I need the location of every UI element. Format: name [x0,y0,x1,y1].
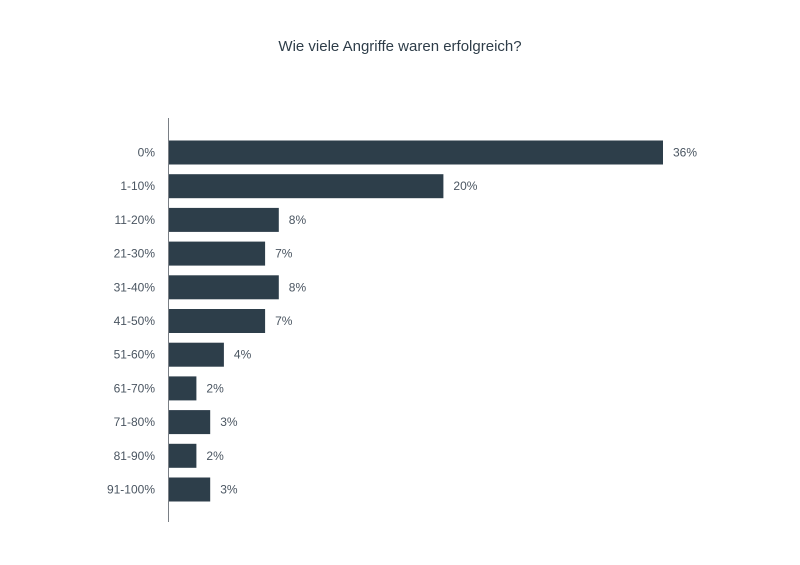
bar [169,309,266,333]
bar [169,376,197,401]
category-label: 91-100% [107,483,155,497]
category-label: 51-60% [114,348,156,362]
value-label: 4% [234,348,252,362]
category-label: 0% [138,146,156,160]
category-label: 81-90% [114,449,156,463]
value-label: 20% [453,179,477,193]
bar [169,275,279,300]
value-label: 3% [220,483,238,497]
value-label: 8% [289,213,307,227]
category-label: 41-50% [114,314,156,328]
bar [169,477,211,502]
bars-group: 0% 36% 1-10% 20% 11-20% 8% 21-30% 7% 31-40% 8% 41-… [107,140,697,502]
value-label: 7% [275,247,293,261]
bar [169,207,279,232]
value-label: 7% [275,314,293,328]
category-label: 21-30% [114,247,156,261]
category-label: 1-10% [120,179,155,193]
chart-title: Wie viele Angriffe waren erfolgreich? [278,38,521,55]
bar [169,140,663,165]
category-label: 61-70% [114,381,156,395]
bar [169,241,266,266]
category-label: 11-20% [115,213,156,227]
value-label: 3% [220,415,238,429]
category-label: 31-40% [114,280,156,294]
category-label: 71-80% [114,415,156,429]
bar [169,174,444,199]
bar [169,342,224,367]
bar [169,443,197,468]
bar [169,410,211,435]
value-label: 2% [206,381,224,395]
value-label: 36% [673,146,697,160]
value-label: 2% [206,449,224,463]
value-label: 8% [289,280,307,294]
